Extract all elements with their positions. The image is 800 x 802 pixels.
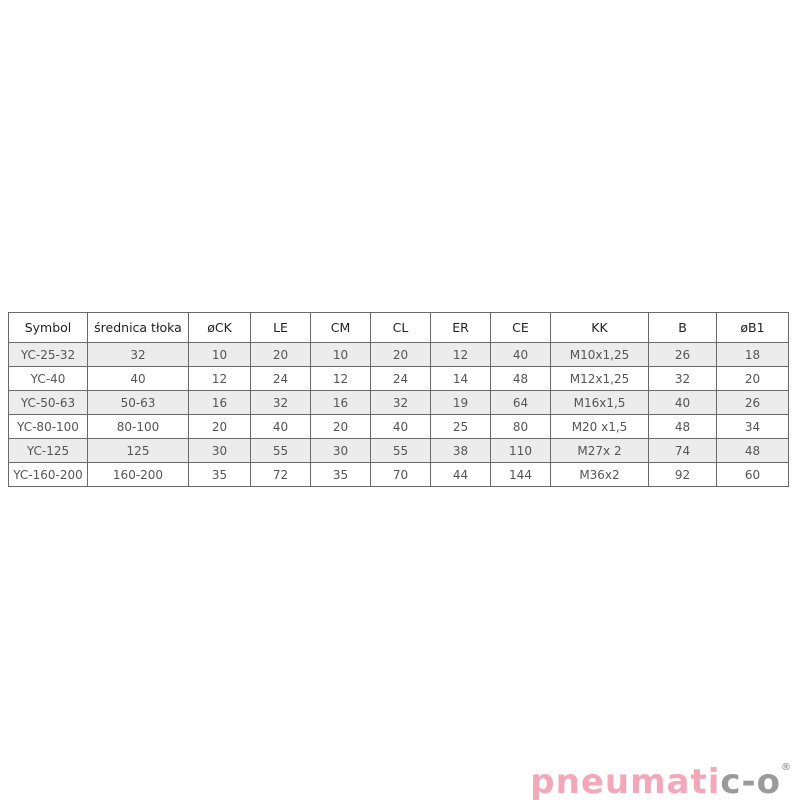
table-cell: 26 xyxy=(648,342,717,367)
table-cell: 80 xyxy=(490,414,551,439)
table-cell: 64 xyxy=(490,390,551,415)
table-cell: 24 xyxy=(250,366,311,391)
table-cell: 19 xyxy=(430,390,491,415)
column-header: øB1 xyxy=(716,312,789,343)
pneumatico-logo: pneumatic-o® xyxy=(530,762,792,802)
column-header: CE xyxy=(490,312,551,343)
table-cell: 25 xyxy=(430,414,491,439)
table-cell: 14 xyxy=(430,366,491,391)
table-row: YC-25-32 32 10 20 10 20 12 40 M10x1,25 26 18 xyxy=(8,342,789,367)
table-cell: 48 xyxy=(648,414,717,439)
table-cell: 60 xyxy=(716,462,789,487)
column-header: Symbol xyxy=(8,312,88,343)
table-cell: YC-50-63 xyxy=(8,390,88,415)
table-cell: 38 xyxy=(430,438,491,463)
table-cell: 48 xyxy=(490,366,551,391)
table-cell: 40 xyxy=(250,414,311,439)
table-cell: 12 xyxy=(188,366,251,391)
column-header: B xyxy=(648,312,717,343)
column-header: średnica tłoka xyxy=(87,312,189,343)
table-row: YC-50-63 50-63 16 32 16 32 19 64 M16x1,5 40 26 xyxy=(8,390,789,415)
table-cell: 80-100 xyxy=(87,414,189,439)
column-header: øCK xyxy=(188,312,251,343)
table-cell: 32 xyxy=(648,366,717,391)
table-cell: YC-80-100 xyxy=(8,414,88,439)
table-cell: 35 xyxy=(310,462,371,487)
table-cell: 12 xyxy=(310,366,371,391)
table-row: YC-40 40 12 24 12 24 14 48 M12x1,25 32 20 xyxy=(8,366,789,391)
table-cell: 40 xyxy=(370,414,431,439)
table-cell: 50-63 xyxy=(87,390,189,415)
table-cell: 55 xyxy=(250,438,311,463)
table-cell: 26 xyxy=(716,390,789,415)
column-header: CM xyxy=(310,312,371,343)
table-cell: 20 xyxy=(188,414,251,439)
logo-text-gray: c-o xyxy=(720,762,781,802)
table-cell: 70 xyxy=(370,462,431,487)
table-cell: 110 xyxy=(490,438,551,463)
table-cell: 16 xyxy=(188,390,251,415)
table-cell: 40 xyxy=(648,390,717,415)
table-cell: M27x 2 xyxy=(550,438,649,463)
table-row: YC-125 125 30 55 30 55 38 110 M27x 2 74 48 xyxy=(8,438,789,463)
table-cell: YC-25-32 xyxy=(8,342,88,367)
column-header: LE xyxy=(250,312,311,343)
table-cell: M12x1,25 xyxy=(550,366,649,391)
table-cell: 32 xyxy=(370,390,431,415)
table-cell: 16 xyxy=(310,390,371,415)
table-cell: 24 xyxy=(370,366,431,391)
table-cell: 30 xyxy=(188,438,251,463)
table-cell: 10 xyxy=(188,342,251,367)
table-cell: 160-200 xyxy=(87,462,189,487)
table-cell: 20 xyxy=(310,414,371,439)
table-cell: 35 xyxy=(188,462,251,487)
table-row: YC-80-100 80-100 20 40 20 40 25 80 M20 x1,5 48 34 xyxy=(8,414,789,439)
table-cell: 92 xyxy=(648,462,717,487)
table-cell: 72 xyxy=(250,462,311,487)
table-cell: 74 xyxy=(648,438,717,463)
table-cell: 32 xyxy=(250,390,311,415)
table-cell: 20 xyxy=(250,342,311,367)
table-row: YC-160-200 160-200 35 72 35 70 44 144 M36x2 92 60 xyxy=(8,462,789,487)
table-cell: 48 xyxy=(716,438,789,463)
table-cell: 34 xyxy=(716,414,789,439)
table-cell: 30 xyxy=(310,438,371,463)
table-cell: 40 xyxy=(490,342,551,367)
registered-mark: ® xyxy=(781,762,792,773)
column-header: CL xyxy=(370,312,431,343)
table-cell: M36x2 xyxy=(550,462,649,487)
table-cell: YC-125 xyxy=(8,438,88,463)
table-cell: 125 xyxy=(87,438,189,463)
table-cell: 12 xyxy=(430,342,491,367)
table-cell: 55 xyxy=(370,438,431,463)
table-cell: M20 x1,5 xyxy=(550,414,649,439)
table-cell: M16x1,5 xyxy=(550,390,649,415)
table-cell: 144 xyxy=(490,462,551,487)
table-cell: 18 xyxy=(716,342,789,367)
table-cell: YC-160-200 xyxy=(8,462,88,487)
table-cell: YC-40 xyxy=(8,366,88,391)
column-header: KK xyxy=(550,312,649,343)
column-header: ER xyxy=(430,312,491,343)
table-cell: 40 xyxy=(87,366,189,391)
table-cell: 20 xyxy=(370,342,431,367)
table-cell: 20 xyxy=(716,366,789,391)
table-cell: 44 xyxy=(430,462,491,487)
table-cell: 10 xyxy=(310,342,371,367)
table-cell: 32 xyxy=(87,342,189,367)
logo-text-pink: pneumati xyxy=(530,762,721,802)
table-cell: M10x1,25 xyxy=(550,342,649,367)
